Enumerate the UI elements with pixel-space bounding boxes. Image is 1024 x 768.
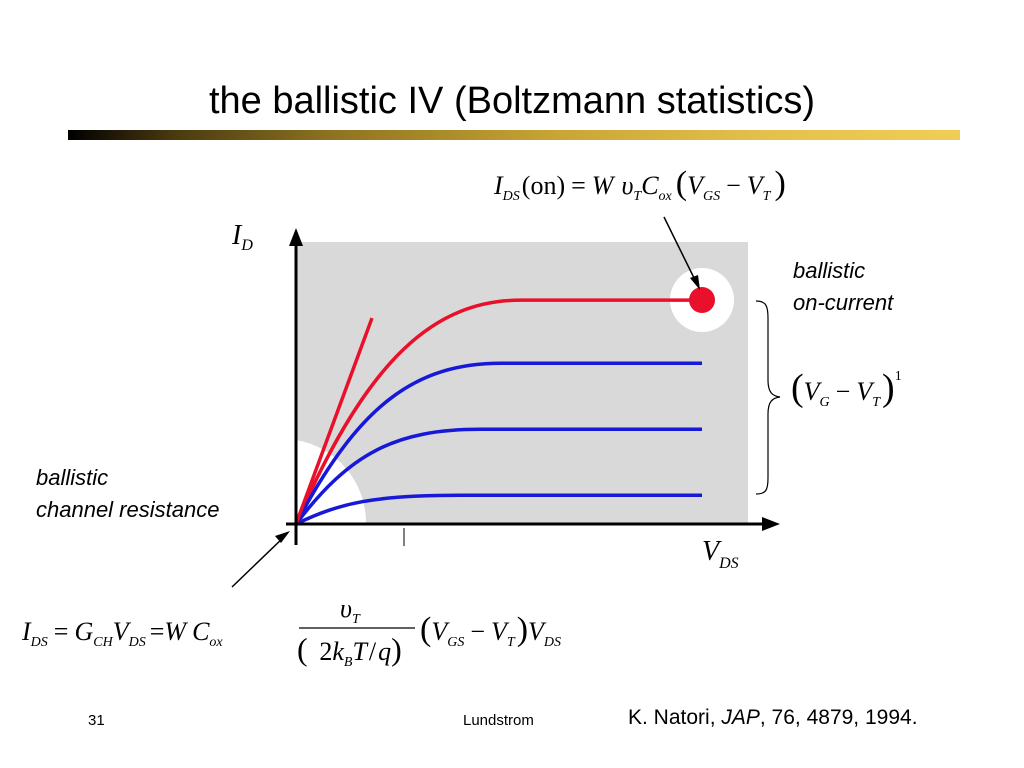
footer-reference: K. Natori, JAP, 76, 4879, 1994.	[628, 706, 918, 730]
title-underline-bar	[68, 130, 960, 140]
channel-resistance-label-line1: ballistic	[36, 465, 109, 490]
reference-journal: JAP	[721, 706, 760, 729]
iv-curve-3	[294, 427, 702, 526]
iv-curve-2	[294, 361, 702, 525]
resistance-pointer-arrowhead	[275, 531, 290, 543]
slide-number: 31	[88, 712, 105, 729]
iv-curve-4	[295, 493, 702, 526]
on-current-point	[689, 287, 715, 313]
iv-curve-1	[294, 298, 702, 525]
on-current-label-line2: on-current	[793, 290, 894, 315]
channel-resistance-label-line2: channel resistance	[36, 497, 220, 522]
on-current-label: ballistic on-current	[793, 255, 893, 319]
x-axis-label: VDS	[702, 536, 739, 572]
channel-resistance-line	[294, 317, 374, 525]
on-current-pointer-arrow	[663, 216, 698, 285]
on-current-label-line1: ballistic	[793, 258, 866, 283]
reference-details: , 76, 4879, 1994.	[759, 706, 918, 729]
svg-text:((22kBT/q): ((22kBT/q)	[297, 631, 402, 670]
reference-authors: K. Natori,	[628, 706, 722, 729]
y-axis-arrowhead	[289, 228, 303, 246]
slide-title: the ballistic IV (Boltzmann statistics)	[208, 80, 816, 122]
equation-gate-overdrive: (VG − VT)1	[791, 367, 902, 410]
resistance-pointer-arrow	[231, 535, 286, 588]
channel-resistance-label: ballistic channel resistance	[36, 462, 219, 526]
on-current-pointer-arrowhead	[690, 275, 700, 290]
x-axis-arrowhead	[762, 517, 780, 531]
svg-text:(VGS−VT)VDS: (VGS − VT)VDS	[420, 611, 561, 650]
svg-text:(VG−VT)1: (VG − VT)1	[791, 367, 902, 410]
svg-text:υT: υT	[340, 594, 361, 627]
curly-brace	[755, 300, 781, 495]
y-axis-label: ID	[231, 220, 253, 254]
footer-author: Lundstrom	[463, 712, 534, 729]
iv-curves	[294, 298, 702, 526]
